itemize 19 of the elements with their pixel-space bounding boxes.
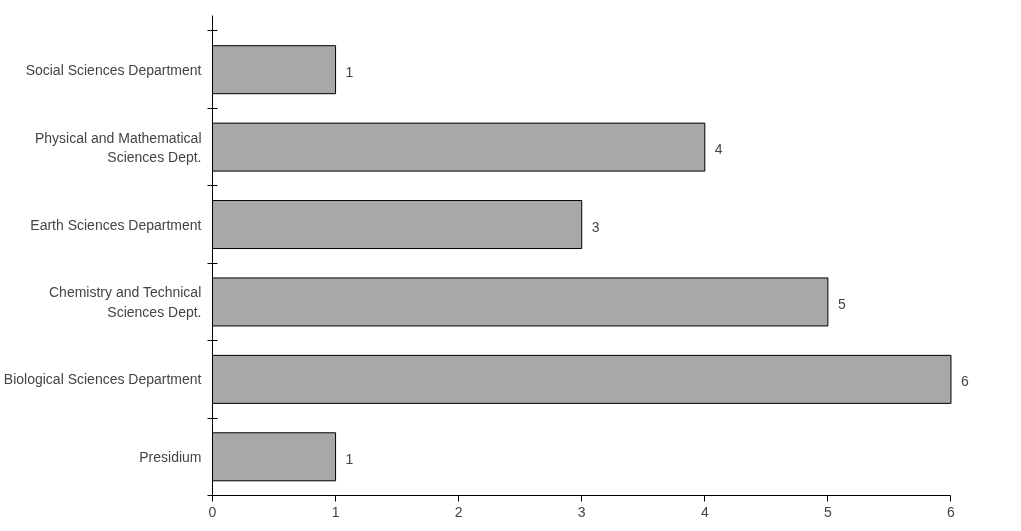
y-tick-label: Chemistry and Technical Sciences Dept. bbox=[48, 284, 202, 320]
data-label: 6 bbox=[960, 373, 969, 390]
data-label: 1 bbox=[345, 450, 354, 467]
x-tick-label: 6 bbox=[947, 503, 956, 520]
y-tick-label: Social Sciences Department bbox=[25, 61, 202, 78]
x-tick-label: 2 bbox=[454, 503, 463, 520]
data-label: 3 bbox=[591, 218, 600, 235]
y-tick-label: Physical and Mathematical Sciences Dept. bbox=[34, 129, 202, 165]
x-tick-label: 0 bbox=[208, 503, 217, 520]
y-tick-label: Earth Sciences Department bbox=[30, 216, 202, 233]
x-tick-label: 1 bbox=[331, 503, 340, 520]
x-tick-label: 4 bbox=[700, 503, 709, 520]
y-tick-label: Presidium bbox=[139, 448, 202, 465]
x-tick-label: 5 bbox=[823, 503, 832, 520]
y-tick-label: Biological Sciences Department bbox=[3, 371, 202, 388]
data-label: 4 bbox=[714, 141, 723, 158]
data-label: 5 bbox=[837, 295, 846, 312]
data-label: 1 bbox=[345, 63, 354, 80]
x-tick-label: 3 bbox=[577, 503, 586, 520]
